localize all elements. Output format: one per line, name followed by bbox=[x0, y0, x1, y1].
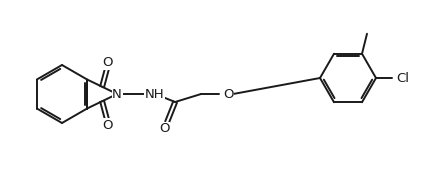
Text: NH: NH bbox=[144, 87, 164, 101]
Text: O: O bbox=[103, 119, 113, 132]
Text: O: O bbox=[223, 87, 233, 101]
Text: O: O bbox=[159, 123, 170, 136]
Text: O: O bbox=[103, 56, 113, 69]
Text: Cl: Cl bbox=[397, 71, 409, 84]
Text: N: N bbox=[112, 87, 122, 101]
